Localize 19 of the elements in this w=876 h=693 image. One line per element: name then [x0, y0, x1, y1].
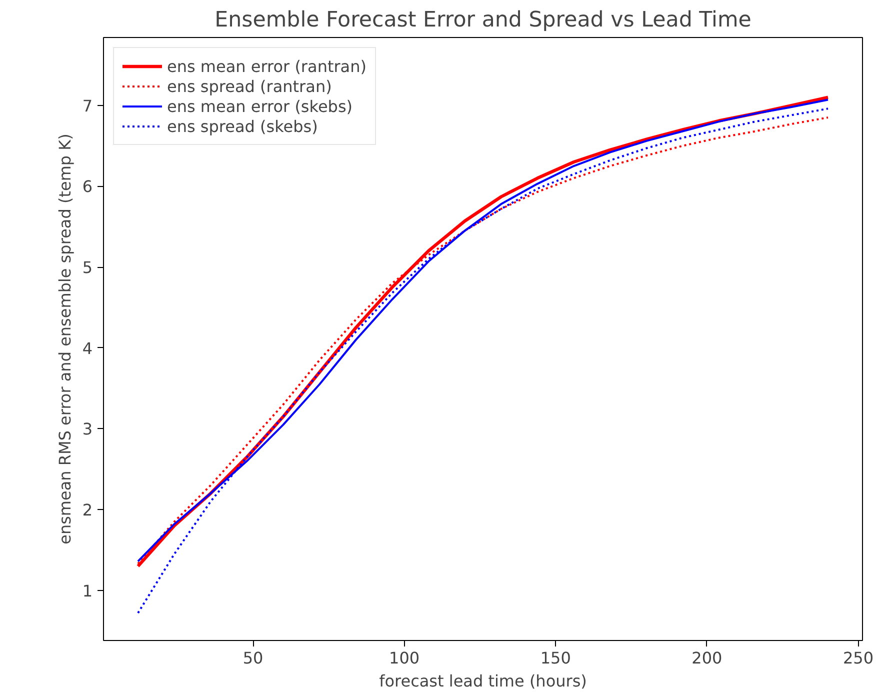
legend-label: ens mean error (rantran)	[167, 56, 366, 76]
x-tick-label: 100	[389, 648, 420, 668]
x-tick-label: 250	[842, 648, 874, 668]
y-tick-label: 6	[82, 177, 93, 196]
chart-title: Ensemble Forecast Error and Spread vs Lead Time	[214, 8, 752, 32]
y-tick-label: 4	[82, 338, 93, 358]
y-tick-label: 1	[82, 581, 93, 600]
x-tick-label: 200	[692, 648, 722, 668]
legend-label: ens mean error (skebs)	[167, 96, 353, 116]
x-tick-label: 50	[242, 648, 264, 668]
x-axis-title: forecast lead time (hours)	[379, 672, 587, 690]
legend-label: ens spread (rantran)	[167, 76, 332, 96]
x-tick-label: 150	[540, 648, 571, 668]
y-tick-label: 5	[82, 258, 93, 278]
y-tick-label: 3	[82, 420, 93, 439]
y-tick-label: 7	[82, 96, 93, 116]
y-axis-title: ensmean RMS error and ensemble spread (temp K)	[55, 134, 74, 544]
legend-label: ens spread (skebs)	[167, 116, 318, 136]
y-tick-label: 2	[82, 500, 93, 520]
